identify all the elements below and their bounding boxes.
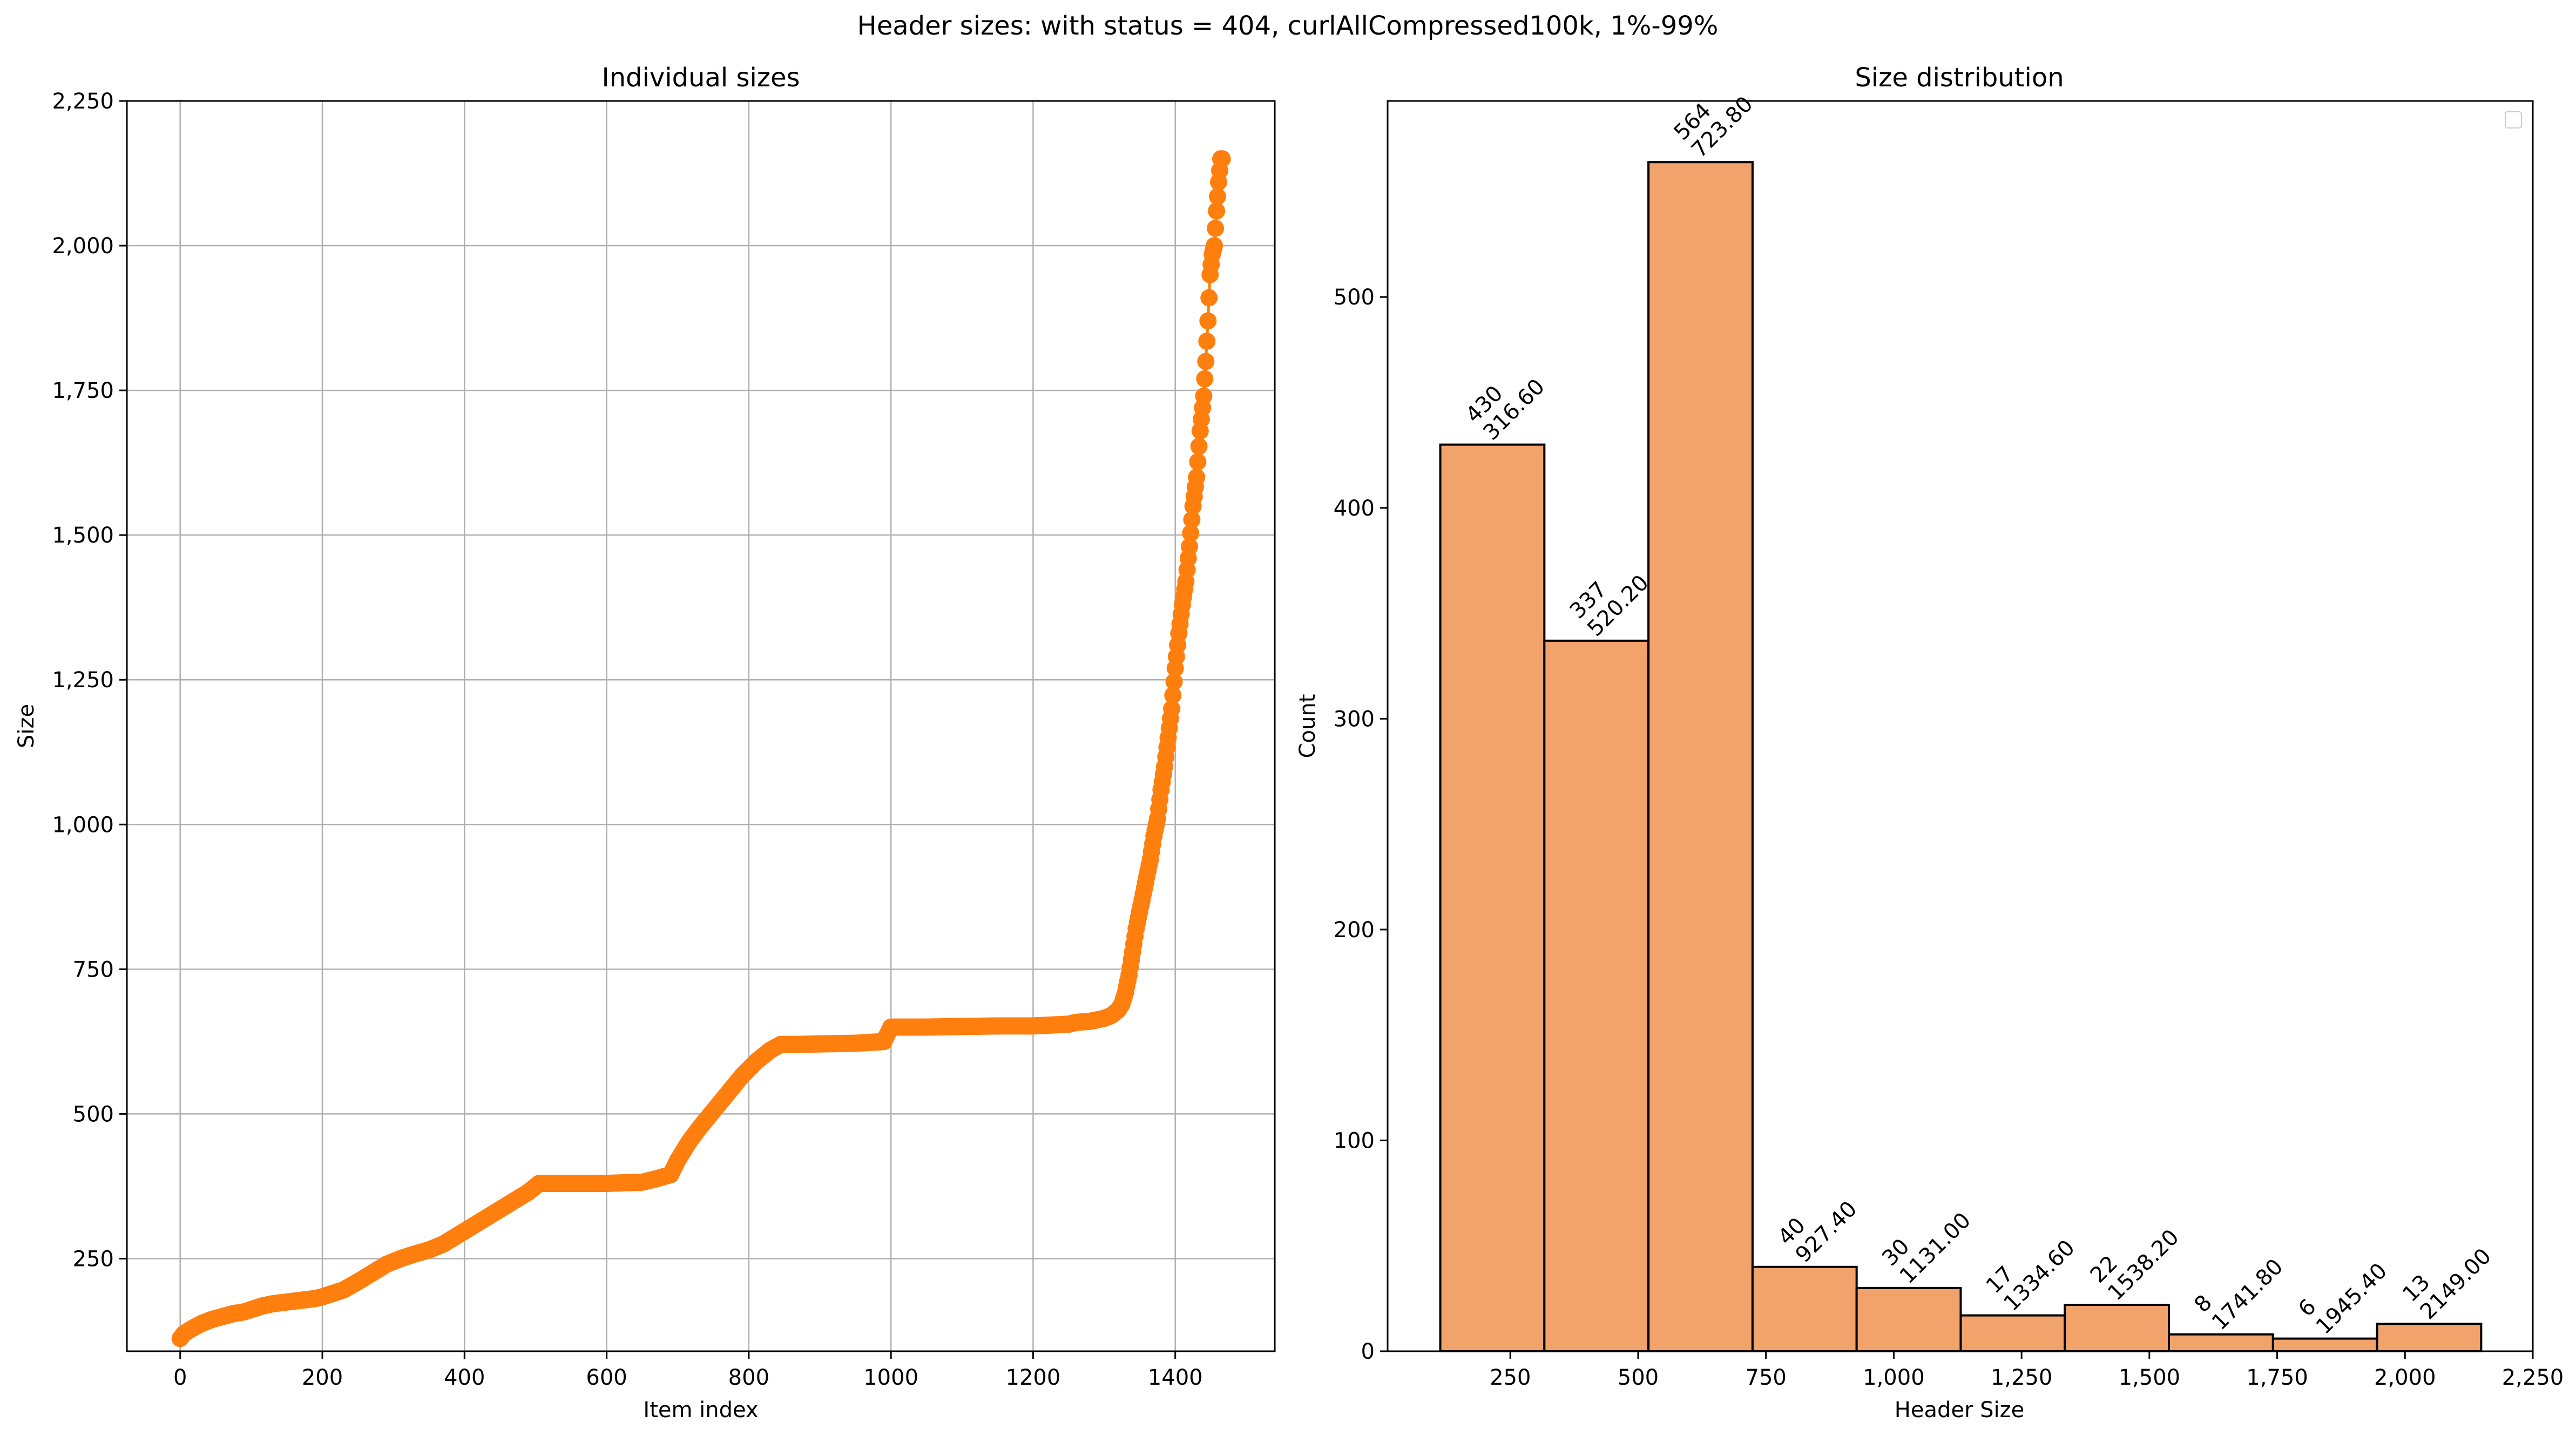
histogram-bar	[1647, 161, 1754, 1352]
right-chart-title: Size distribution	[1855, 63, 2064, 93]
left-data-point	[1196, 370, 1214, 388]
left-x-tick-label: 1200	[1006, 1365, 1061, 1390]
left-grid	[127, 100, 1275, 1351]
right-chart-size-distribution: Size distribution 430316.60 337520.20 5647…	[1295, 63, 2564, 1423]
right-y-tick-label: 100	[1334, 1128, 1375, 1153]
left-x-tick-label: 600	[586, 1365, 627, 1390]
left-series-path	[179, 157, 1222, 1339]
right-x-tick-label: 1,250	[1991, 1365, 2053, 1390]
right-y-tick-label: 200	[1334, 918, 1375, 943]
right-y-tick-label: 300	[1334, 707, 1375, 731]
histogram-bar	[2271, 1337, 2378, 1353]
histogram-bar	[1543, 639, 1650, 1352]
histogram-bar	[2376, 1323, 2483, 1352]
left-y-tick-label: 2,000	[52, 234, 114, 259]
bar-label: 40927.40	[1773, 1179, 1862, 1268]
right-x-tick-label: 1,750	[2246, 1365, 2308, 1390]
right-x-tick-label: 1,500	[2119, 1365, 2181, 1390]
right-x-axis-label: Header Size	[1895, 1398, 2024, 1423]
left-data-point	[1164, 686, 1182, 704]
left-data-point	[1197, 353, 1215, 370]
figure-suptitle: Header sizes: with status = 404, curlAll…	[857, 11, 1719, 41]
left-y-tick-label: 1,000	[52, 812, 114, 837]
left-y-axis-label: Size	[14, 704, 39, 748]
right-empty-legend	[2505, 111, 2522, 128]
right-x-tick-label: 250	[1490, 1365, 1531, 1390]
bar-label: 132149.00	[2398, 1226, 2496, 1324]
left-data-point	[1163, 700, 1181, 717]
right-histogram-bars	[1439, 161, 2483, 1353]
left-y-tick-label: 1,750	[52, 378, 114, 403]
histogram-bar	[1751, 1265, 1858, 1352]
right-x-tick-label: 1,000	[1863, 1365, 1925, 1390]
right-x-tick-label: 2,000	[2374, 1365, 2436, 1390]
left-data-point	[1207, 219, 1225, 237]
left-chart-title: Individual sizes	[601, 63, 800, 93]
left-series-line	[179, 157, 1222, 1339]
left-data-point	[1209, 187, 1226, 205]
bar-label: 564723.80	[1669, 74, 1758, 162]
right-x-tick-label: 500	[1618, 1365, 1659, 1390]
left-data-point	[1165, 673, 1183, 690]
left-x-tick-label: 1000	[863, 1365, 918, 1390]
bar-label: 301131.00	[1877, 1190, 1976, 1289]
left-y-tick-label: 2,250	[52, 89, 114, 114]
left-y-tick-label: 1,250	[52, 668, 114, 693]
right-y-tick-label: 400	[1334, 496, 1375, 521]
left-x-tick-label: 0	[173, 1365, 187, 1390]
left-y-axis: 250 500 750 1,000 1,250 1,500 1,750 2,000 2,250	[52, 89, 127, 1271]
bar-label: 171334.60	[1982, 1218, 2080, 1316]
left-data-point	[1200, 289, 1218, 307]
histogram-bar	[1959, 1314, 2066, 1353]
right-y-axis: 0 100 200 300 400 500	[1334, 285, 1388, 1364]
left-data-point	[1198, 333, 1216, 350]
left-x-tick-label: 400	[444, 1365, 485, 1390]
right-plot-frame	[1387, 100, 2534, 1352]
left-plot-frame	[126, 100, 1276, 1352]
right-x-tick-label: 750	[1746, 1365, 1787, 1390]
right-y-axis-label: Count	[1295, 694, 1320, 758]
left-x-tick-label: 200	[302, 1365, 343, 1390]
left-data-point	[1190, 437, 1208, 455]
histogram-bar	[2064, 1304, 2171, 1353]
left-data-point	[1181, 538, 1198, 556]
left-chart-individual-sizes: Individual sizes 0 200 400 600 800 1000 1200 14…	[14, 63, 1276, 1423]
right-y-tick-label: 500	[1334, 285, 1375, 310]
left-data-point	[1195, 387, 1213, 405]
left-x-axis-label: Item index	[643, 1398, 758, 1423]
right-y-tick-label: 0	[1361, 1339, 1375, 1364]
left-x-tick-label: 800	[728, 1365, 769, 1390]
left-y-tick-label: 500	[73, 1102, 114, 1127]
left-series-points	[171, 150, 1231, 1347]
left-data-point	[1213, 150, 1231, 168]
right-x-axis: 250 500 750 1,000 1,250 1,500 1,750 2,000 2,250	[1490, 1351, 2564, 1390]
left-x-axis: 0 200 400 600 800 1000 1200 1400	[173, 1351, 1203, 1390]
left-y-tick-label: 1,500	[52, 523, 114, 548]
left-data-point	[1199, 312, 1217, 330]
histogram-bar	[1439, 443, 1546, 1352]
left-data-point	[1189, 453, 1207, 471]
left-data-point	[1208, 202, 1226, 220]
left-data-point	[1182, 524, 1200, 542]
bar-label: 430316.60	[1461, 357, 1550, 445]
histogram-bar	[1855, 1286, 1962, 1352]
left-y-tick-label: 750	[73, 957, 114, 982]
bar-label: 337520.20	[1565, 553, 1654, 641]
left-data-point	[1183, 511, 1201, 529]
left-x-tick-label: 1400	[1148, 1365, 1203, 1390]
bar-label: 221538.20	[2086, 1207, 2184, 1305]
bar-label: 81741.80	[2189, 1237, 2288, 1335]
left-data-point	[1206, 237, 1223, 255]
right-x-tick-label: 2,250	[2502, 1365, 2564, 1390]
left-y-tick-label: 250	[73, 1247, 114, 1271]
histogram-bar	[2168, 1333, 2274, 1352]
left-data-point	[1188, 468, 1206, 486]
